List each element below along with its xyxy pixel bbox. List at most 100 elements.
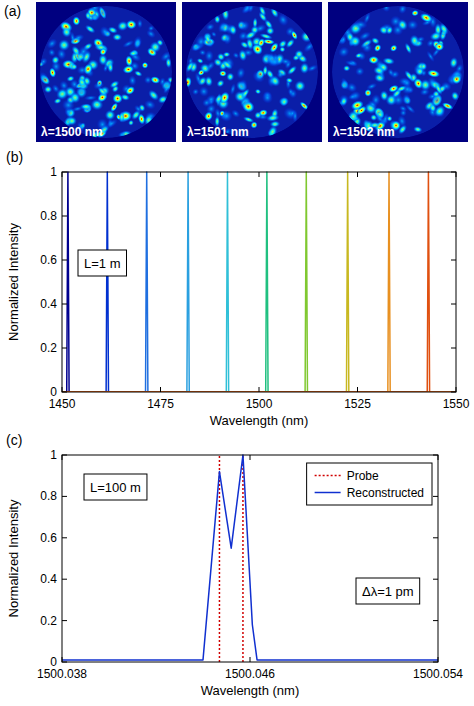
y-tick xyxy=(62,172,67,173)
annotation: Δλ=1 pm xyxy=(356,578,420,604)
x-tick-top xyxy=(438,455,439,460)
y-tick xyxy=(62,662,67,663)
y-tick xyxy=(62,260,67,261)
x-tick xyxy=(357,387,358,392)
y-tick-label: 0.6 xyxy=(40,253,57,267)
y-tick xyxy=(62,620,67,621)
legend-swatch xyxy=(315,475,341,477)
y-tick xyxy=(62,496,67,497)
x-tick xyxy=(250,657,251,662)
y-tick-label: 0.8 xyxy=(40,489,57,503)
spectrum-line xyxy=(62,172,456,392)
y-tick-right xyxy=(433,620,438,621)
y-axis-title: Normalized Intensity xyxy=(6,223,21,341)
panel-label: (c) xyxy=(6,432,22,448)
speckle-image xyxy=(332,1,465,138)
x-tick-top xyxy=(160,172,161,177)
x-tick xyxy=(160,387,161,392)
x-axis-title: Wavelength (nm) xyxy=(210,413,309,428)
x-tick-label: 1500.038 xyxy=(37,667,87,681)
speckle-frame xyxy=(36,2,176,142)
x-tick-top xyxy=(456,172,457,177)
plot-frame xyxy=(62,455,438,662)
annotation-text: Δλ=1 pm xyxy=(362,584,414,599)
spectrum-line xyxy=(62,172,456,392)
y-tick xyxy=(62,348,67,349)
y-tick-label: 0.2 xyxy=(40,614,57,628)
x-tick-top xyxy=(250,455,251,460)
y-tick-label: 0.4 xyxy=(40,297,57,311)
x-tick xyxy=(62,387,63,392)
y-tick-right xyxy=(433,455,438,456)
y-tick-right xyxy=(451,392,456,393)
spectrum-line xyxy=(62,172,456,392)
y-tick-label: 0 xyxy=(50,385,57,399)
x-axis-title: Wavelength (nm) xyxy=(201,683,300,698)
plot-frame xyxy=(62,172,456,392)
figure: (a) λ=1500 nm λ=1501 nm λ=1502 nm (b) 1450 147… xyxy=(0,0,474,706)
x-tick-label: 1550 xyxy=(443,397,470,411)
spectrum-line xyxy=(62,172,456,392)
panel-label: (b) xyxy=(6,149,23,165)
y-tick-right xyxy=(433,496,438,497)
x-tick xyxy=(259,387,260,392)
plot-area xyxy=(62,455,438,662)
x-tick xyxy=(438,657,439,662)
y-tick-label: 1 xyxy=(50,165,57,179)
y-tick xyxy=(62,216,67,217)
speckle-image xyxy=(182,1,319,139)
spectrum-line xyxy=(62,172,456,392)
y-tick-right xyxy=(451,172,456,173)
x-tick-top xyxy=(357,172,358,177)
spectrum-line xyxy=(62,172,456,392)
speckle-frame xyxy=(182,2,322,142)
image-label: λ=1501 nm xyxy=(187,125,249,139)
y-tick-label: 0.6 xyxy=(40,531,57,545)
y-tick-label: 0.8 xyxy=(40,209,57,223)
data-group xyxy=(62,172,456,392)
y-tick xyxy=(62,579,67,580)
x-tick-top xyxy=(62,172,63,177)
spectrum-line xyxy=(62,172,456,392)
plot-area xyxy=(62,172,456,392)
y-tick xyxy=(62,537,67,538)
legend-swatch xyxy=(315,492,341,494)
x-tick-top xyxy=(62,455,63,460)
y-tick xyxy=(62,392,67,393)
y-tick-right xyxy=(433,537,438,538)
annotation: L=100 m xyxy=(84,474,147,500)
x-tick-label: 1475 xyxy=(147,397,174,411)
y-tick xyxy=(62,455,67,456)
spectrum-line xyxy=(62,172,456,392)
spectrum-line xyxy=(62,455,438,660)
y-tick-right xyxy=(451,348,456,349)
annotation: L=1 m xyxy=(78,250,127,276)
legend-label: Probe xyxy=(347,469,379,483)
x-tick-label: 1500.054 xyxy=(413,667,463,681)
x-tick xyxy=(62,657,63,662)
image-label: λ=1502 nm xyxy=(333,125,395,139)
spectrum-line xyxy=(62,172,456,392)
speckle-frame xyxy=(328,2,468,142)
x-tick-label: 1500 xyxy=(246,397,273,411)
y-tick-label: 0 xyxy=(50,655,57,669)
y-tick-right xyxy=(433,579,438,580)
x-tick-label: 1525 xyxy=(344,397,371,411)
y-tick-right xyxy=(451,216,456,217)
y-tick-right xyxy=(433,662,438,663)
y-tick-label: 0.2 xyxy=(40,341,57,355)
y-tick xyxy=(62,304,67,305)
panel-label: (a) xyxy=(4,3,21,19)
speckle-image xyxy=(36,0,177,141)
probe-line xyxy=(242,455,244,662)
y-tick-right xyxy=(451,304,456,305)
spectrum-line xyxy=(62,172,456,392)
x-tick-label: 1450 xyxy=(49,397,76,411)
image-label: λ=1500 nm xyxy=(41,125,103,139)
y-tick-label: 0.4 xyxy=(40,572,57,586)
y-tick-label: 1 xyxy=(50,448,57,462)
legend-label: Reconstructed xyxy=(347,486,424,500)
x-tick-top xyxy=(259,172,260,177)
y-axis-title: Normalized Intensity xyxy=(6,499,21,617)
y-tick-right xyxy=(451,260,456,261)
